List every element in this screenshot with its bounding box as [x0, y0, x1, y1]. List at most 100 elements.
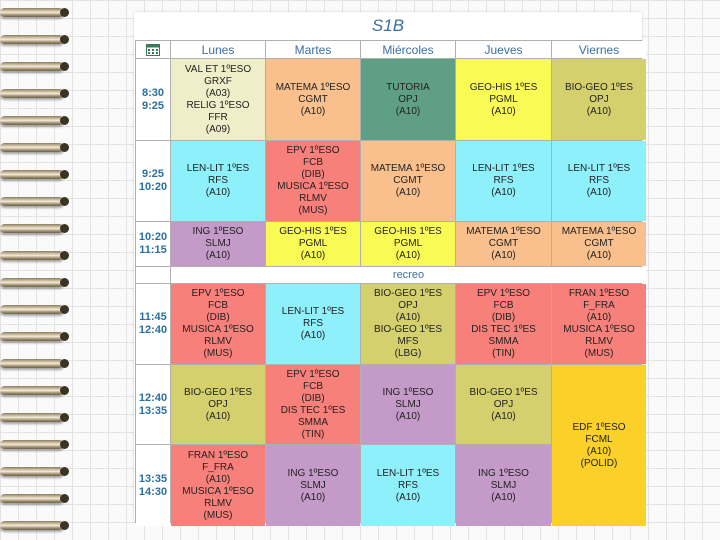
class-cell[interactable]: MATEMA 1ºESO CGMT (A10): [552, 222, 646, 266]
class-line: EPV 1ºESO: [476, 288, 531, 299]
class-cell[interactable]: GEO-HIS 1ºES PGML (A10): [456, 59, 551, 140]
spiral-ring: [0, 62, 69, 71]
time-slot-3: 10:20 11:15: [136, 222, 170, 266]
spiral-ring: [0, 359, 69, 368]
spiral-ring: [0, 143, 69, 152]
class-cell[interactable]: ING 1ºESO SLMJ (A10): [361, 365, 455, 444]
spiral-ring: [0, 494, 69, 503]
class-line: LEN-LIT 1ºES: [472, 163, 535, 174]
class-cell[interactable]: LEN-LIT 1ºES RFS (A10): [171, 141, 265, 221]
class-line: PGML: [489, 93, 518, 105]
spiral-ring: [0, 467, 69, 476]
class-line: OPJ: [589, 93, 609, 105]
class-line: BIO-GEO 1ºES: [469, 386, 538, 398]
time-slot-1: 8:30 9:25: [136, 59, 170, 140]
class-line: CGMT: [488, 238, 519, 249]
break-label: recreo: [171, 267, 646, 283]
class-line: (A10): [395, 491, 421, 503]
time-end: 11:15: [139, 244, 167, 256]
class-cell[interactable]: FRAN 1ºESO F_FRA (A10) MUSICA 1ºESO RLMV (MUS…: [171, 445, 265, 526]
class-cell[interactable]: ING 1ºESO SLMJ (A10): [456, 445, 551, 526]
class-cell[interactable]: BIO-GEO 1ºES OPJ (A10) BIO-GEO 1ºES MFS (LBG): [361, 284, 455, 364]
class-cell[interactable]: LEN-LIT 1ºES RFS (A10): [456, 141, 551, 221]
class-line: (MUS): [203, 348, 233, 359]
class-line: (A10): [586, 312, 612, 323]
class-line: OPJ: [493, 398, 514, 410]
time-start: 11:45: [139, 311, 167, 323]
day-header-thursday: Jueves: [456, 41, 551, 58]
class-line: ING 1ºESO: [382, 386, 434, 398]
time-start: 12:40: [138, 391, 168, 404]
class-cell[interactable]: LEN-LIT 1ºES RFS (A10): [552, 141, 646, 221]
class-cell[interactable]: MATEMA 1ºESO CGMT (A10): [266, 59, 360, 140]
class-cell[interactable]: ING 1ºESO SLMJ (A10): [171, 222, 265, 266]
class-line: PGML: [298, 238, 328, 249]
day-header-tuesday: Martes: [266, 41, 360, 58]
class-cell[interactable]: VAL ET 1ºESO GRXF (A03) RELIG 1ºESO FFR (A09): [171, 59, 265, 140]
spiral-ring: [0, 440, 69, 449]
time-start: 10:20: [138, 231, 168, 243]
class-line: RLMV: [204, 336, 232, 347]
time-end: 10:20: [138, 181, 168, 193]
class-cell[interactable]: FRAN 1ºESO F_FRA (A10) MUSICA 1ºESO RLMV (MUS…: [552, 284, 646, 364]
class-line: PGML: [393, 238, 423, 249]
class-line: MATEMA 1ºESO: [275, 81, 351, 93]
class-line: MATEMA 1ºESO: [370, 163, 446, 174]
class-line: (A10): [300, 330, 326, 341]
class-cell[interactable]: BIO-GEO 1ºES OPJ (A10): [456, 365, 551, 444]
class-cell[interactable]: EPV 1ºESO FCB (DIB) DIS TEC 1ºES SMMA (TIN): [266, 365, 360, 444]
class-line: ING 1ºESO: [287, 467, 339, 479]
class-cell[interactable]: BIO-GEO 1ºES OPJ (A10): [171, 365, 265, 444]
class-line: CGMT: [298, 93, 328, 105]
class-line: MUSICA 1ºESO: [277, 181, 349, 192]
timetable-sheet: S1B Lunes Martes Miércoles Jueves Vierne…: [134, 12, 646, 526]
class-line: (A03): [205, 87, 231, 99]
day-header-friday: Viernes: [552, 41, 646, 58]
spiral-ring: [0, 251, 69, 260]
class-line: FRAN 1ºESO: [187, 449, 249, 461]
class-cell[interactable]: BIO-GEO 1ºES OPJ (A10): [552, 59, 646, 140]
day-header-wednesday: Miércoles: [361, 41, 455, 58]
class-cell[interactable]: EPV 1ºESO FCB (DIB) MUSICA 1ºESO RLMV (MUS): [171, 284, 265, 364]
class-cell[interactable]: TUTORIA OPJ (A10): [361, 59, 455, 140]
class-line: GEO-HIS 1ºES: [279, 226, 347, 237]
class-cell[interactable]: EDF 1ºESO FCML (A10) (POLID): [552, 365, 646, 526]
spiral-ring: [0, 521, 69, 530]
class-line: CGMT: [584, 238, 614, 249]
class-line: (A10): [395, 250, 421, 261]
spiral-ring: [0, 116, 69, 125]
time-start: 13:35: [138, 472, 168, 485]
class-line: MUSICA 1ºESO: [563, 324, 635, 335]
class-line: DIS TEC 1ºES: [471, 324, 536, 335]
class-cell[interactable]: LEN-LIT 1ºES RFS (A10): [266, 284, 360, 364]
timetable-grid: Lunes Martes Miércoles Jueves Viernes 8:…: [135, 40, 646, 526]
class-cell[interactable]: GEO-HIS 1ºES PGML (A10): [361, 222, 455, 266]
class-cell[interactable]: EPV 1ºESO FCB (DIB) MUSICA 1ºESO RLMV (MUS): [266, 141, 360, 221]
spiral-ring: [0, 332, 69, 341]
class-line: LEN-LIT 1ºES: [186, 163, 250, 174]
class-cell[interactable]: LEN-LIT 1ºES RFS (A10): [361, 445, 455, 526]
class-cell[interactable]: MATEMA 1ºESO CGMT (A10): [456, 222, 551, 266]
class-cell[interactable]: ING 1ºESO SLMJ (A10): [266, 445, 360, 526]
class-line: MFS: [397, 336, 419, 347]
class-line: VAL ET 1ºESO: [184, 63, 252, 75]
class-line: (A10): [300, 491, 326, 503]
spiral-ring: [0, 89, 69, 98]
class-line: CGMT: [393, 175, 423, 186]
class-cell[interactable]: EPV 1ºESO FCB (DIB) DIS TEC 1ºES SMMA (TIN): [456, 284, 551, 364]
class-line: SLMJ: [205, 238, 231, 249]
class-cell[interactable]: MATEMA 1ºESO CGMT (A10): [361, 141, 455, 221]
class-line: SMMA: [298, 416, 328, 428]
class-line: (A10): [395, 312, 421, 323]
class-line: RFS: [303, 318, 323, 329]
class-line: (A10): [491, 410, 516, 422]
class-line: FCB: [493, 300, 514, 311]
class-line: GEO-HIS 1ºES: [469, 81, 538, 93]
class-line: OPJ: [208, 398, 228, 410]
calendar-icon[interactable]: [136, 41, 170, 58]
class-line: RELIG 1ºESO: [186, 99, 250, 111]
class-line: (A10): [395, 187, 421, 198]
class-line: SLMJ: [395, 398, 421, 410]
class-line: (A10): [491, 491, 516, 503]
class-cell[interactable]: GEO-HIS 1ºES PGML (A10): [266, 222, 360, 266]
